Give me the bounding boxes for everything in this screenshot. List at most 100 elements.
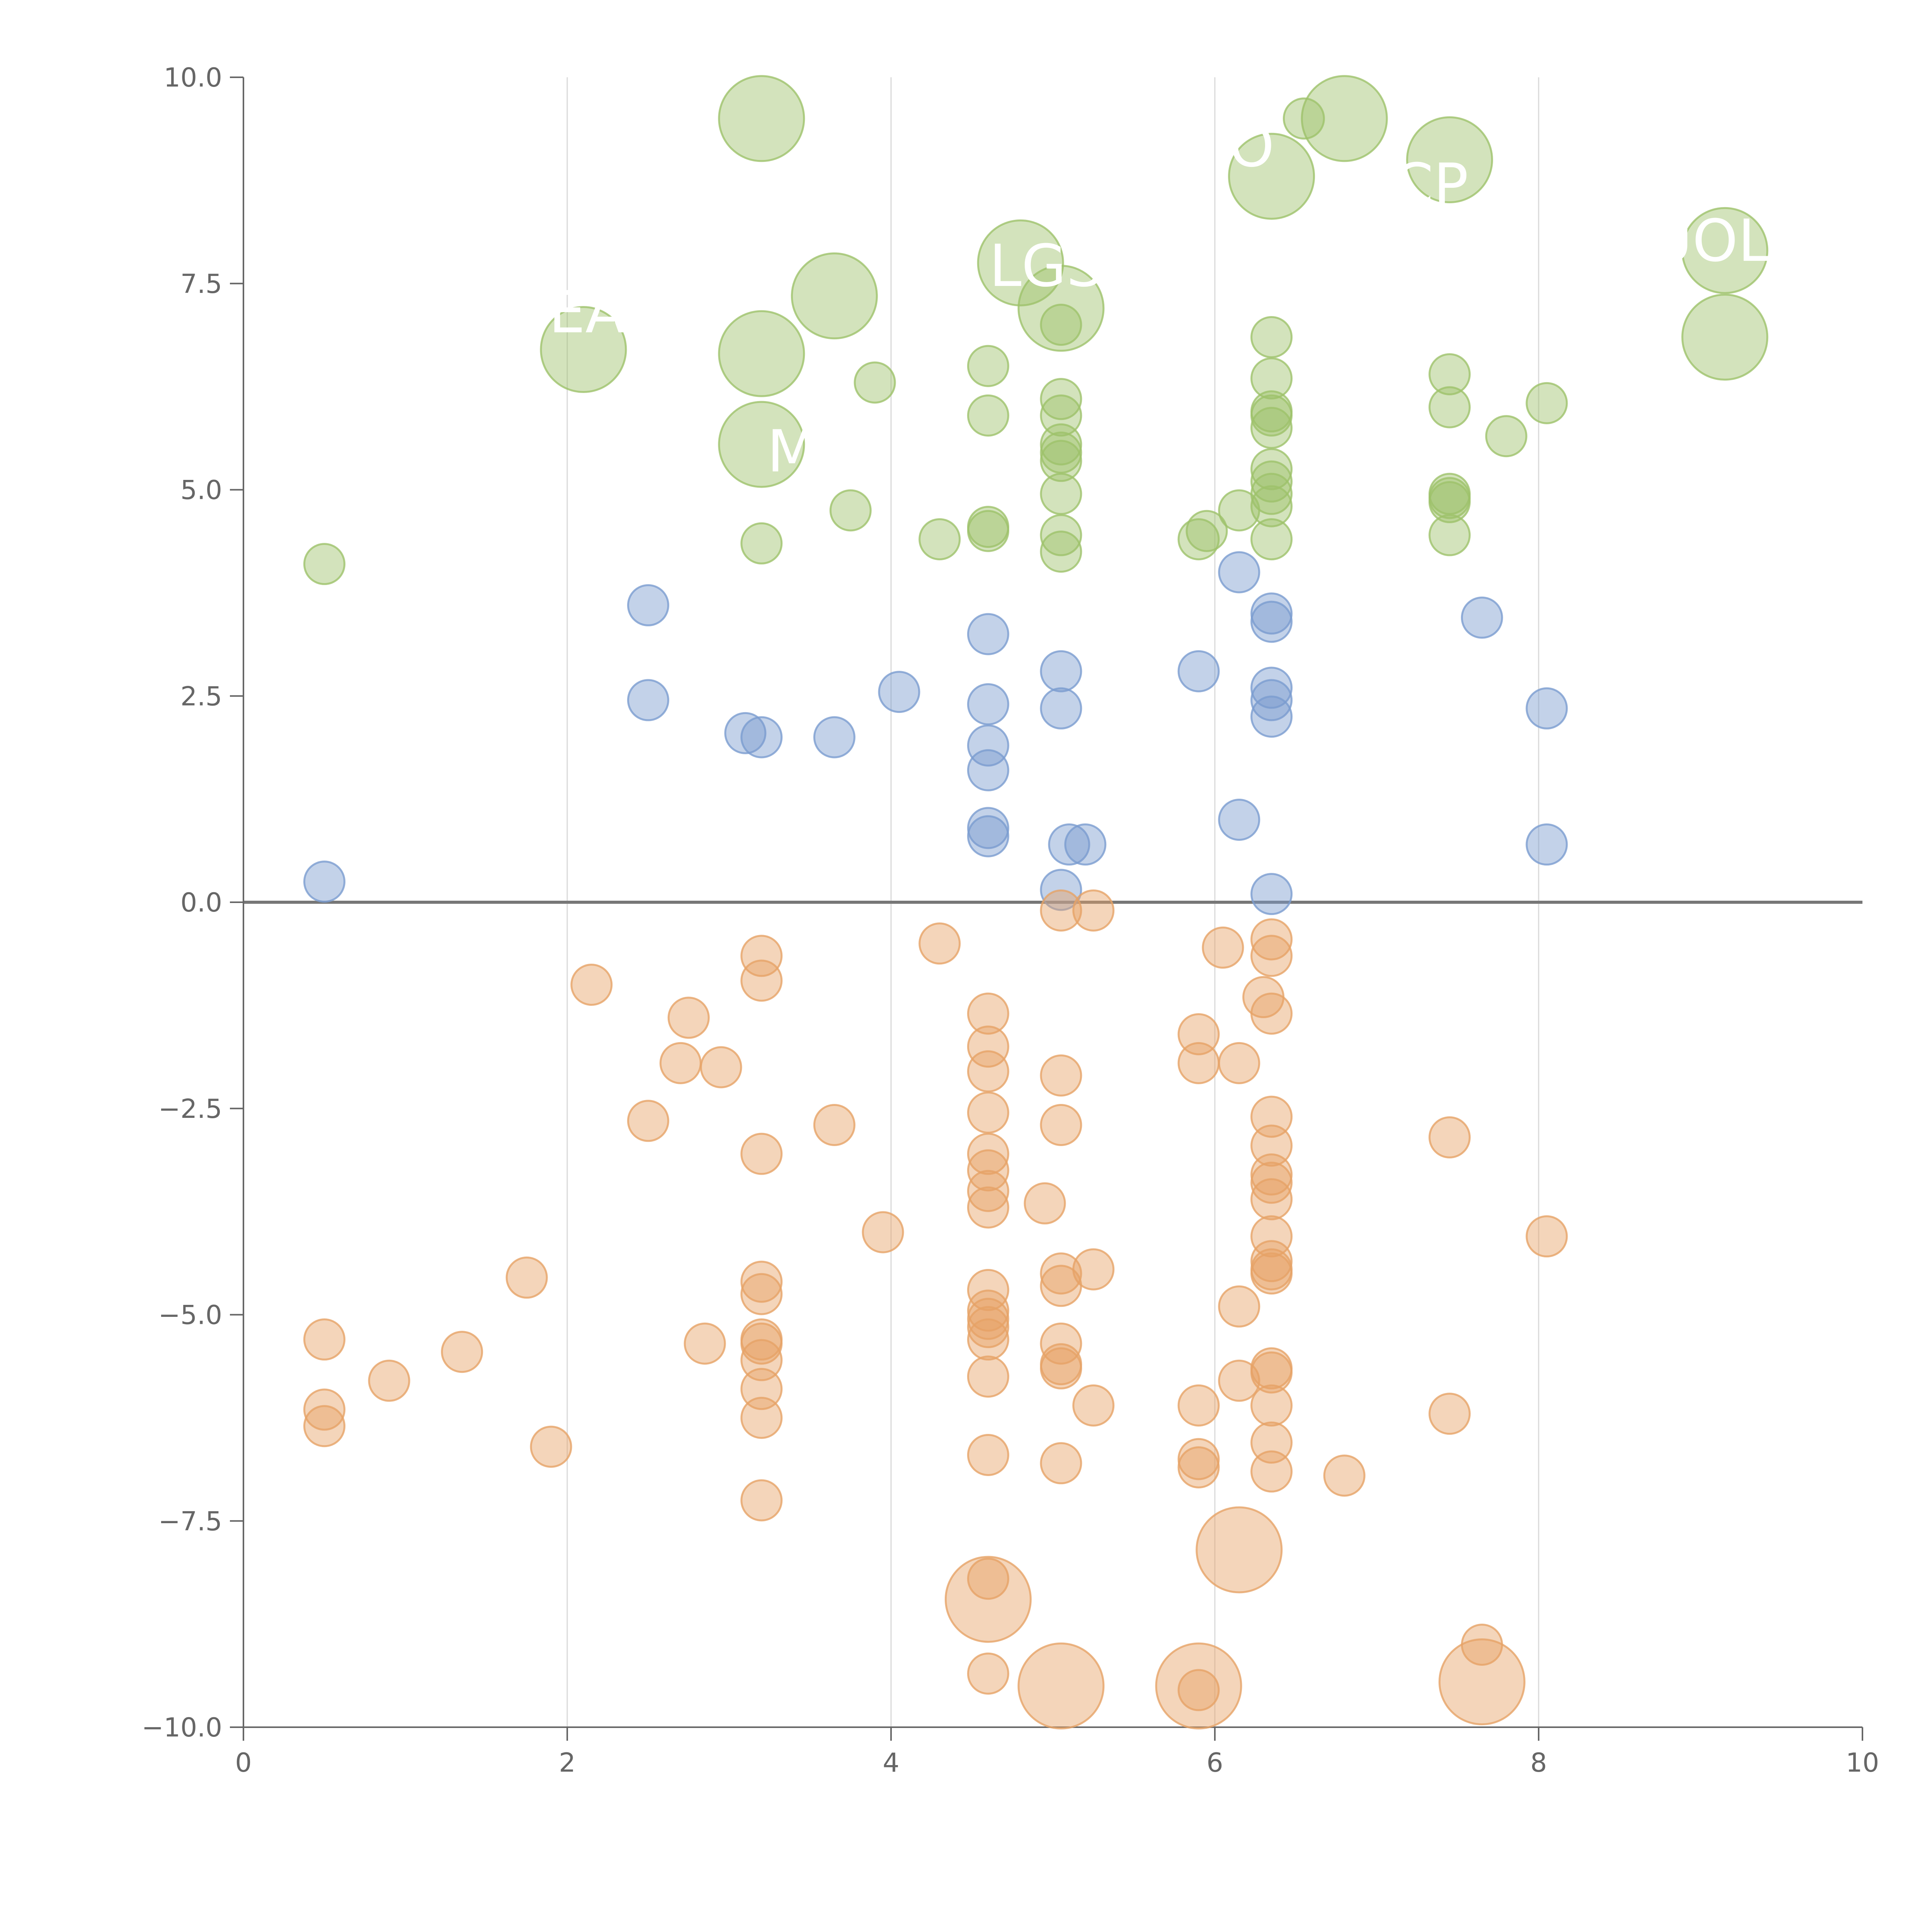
orange-point [740,1339,783,1381]
orange-point [1024,1182,1066,1225]
green-point [1250,357,1293,400]
orange-point [1040,1442,1082,1485]
blue-point [627,679,669,721]
y-tick-label: −10.0 [142,1713,222,1743]
green-point [791,252,878,340]
point-label-ea: EA [549,279,625,346]
orange-point [667,997,710,1039]
orange-point [813,1104,855,1146]
orange-point [684,1322,726,1365]
orange-point [740,1322,783,1365]
green-point [1250,406,1293,449]
green-point [1429,353,1471,396]
orange-point [1429,1116,1471,1158]
gridlines [243,77,1862,1727]
orange-point [1438,1638,1526,1726]
blue-point [1040,650,1082,692]
green-point [967,394,1009,437]
point-labels: LGS EA M CP O UOL R [549,113,1770,1714]
green-point [918,518,961,561]
point-label-lgs: LGS [989,233,1103,300]
axes: 10.0 7.5 5.0 2.5 0.0 −2.5 −5.0 −7.5 −10.0 0 2 4 6 8 10 [142,63,1879,1778]
green-point [1218,489,1260,532]
point-label-m: M [767,418,817,485]
blue-point [627,584,669,626]
orange-point [740,1260,783,1303]
orange-point [967,1133,1009,1175]
orange-point [740,1396,783,1439]
green-point [1429,514,1471,556]
orange-point [1526,1215,1568,1258]
point-label-o: O [1229,113,1274,180]
blue-point [1526,823,1568,866]
green-point [1526,382,1568,424]
orange-point [1040,889,1082,932]
green-point [1282,97,1325,140]
point-label-uol: UOL [1650,207,1770,275]
blue-point [1177,650,1220,692]
green-point [967,345,1009,387]
orange-point [1218,1285,1260,1328]
orange-point [1177,1669,1220,1711]
blue-point [1218,799,1260,841]
orange-point [740,1273,783,1315]
green-point [1429,481,1471,524]
blue-point [740,716,783,759]
blue-point [724,712,767,754]
blue-point [813,716,855,759]
orange-point [1250,1252,1293,1295]
orange-point [967,1558,1009,1600]
green-point [1681,207,1769,294]
orange-point [1250,1162,1293,1204]
green-point [1250,518,1293,561]
green-point [303,543,345,585]
blue-point [1064,823,1107,866]
green-point [1040,531,1082,573]
orange-point [1202,926,1244,969]
orange-point [944,1556,1032,1643]
orange-point [1177,1013,1220,1056]
orange-point [862,1211,904,1253]
blue-point [1250,873,1293,915]
orange-point [918,922,961,965]
green-point [1250,448,1293,490]
orange-point [1177,1042,1220,1084]
orange-point [1250,935,1293,977]
blue-point [967,815,1009,857]
green-point [1040,473,1082,515]
orange-point [1072,1384,1115,1427]
orange-point [1218,1359,1260,1402]
green-point [718,401,805,488]
y-tick-label: 0.0 [180,888,222,918]
orange-point [967,1170,1009,1212]
orange-point [570,964,613,1006]
green-point [718,310,805,397]
orange-point [1196,1506,1283,1594]
orange-point [1250,1124,1293,1167]
orange-point [740,1479,783,1522]
green-point [1228,133,1315,220]
orange-point [1429,1393,1471,1435]
green-point [1406,116,1493,203]
orange-point [1177,1446,1220,1488]
orange-point [700,1046,742,1088]
orange-point [1250,1178,1293,1221]
orange-point [967,1318,1009,1361]
blue-point [967,749,1009,791]
green-point [1185,510,1228,552]
orange-point [505,1256,548,1299]
green-point [740,522,783,565]
green-point [1040,378,1082,420]
orange-point [740,959,783,1002]
orange-point [1017,1642,1105,1730]
blue-point [1250,679,1293,721]
orange-point [659,1042,702,1084]
orange-point [303,1388,345,1431]
orange-point [967,1026,1009,1068]
blue-point [1040,687,1082,730]
point-label-r: R [889,1647,929,1714]
green-point [1040,440,1082,482]
green-point [1017,265,1105,352]
orange-point [1155,1642,1242,1730]
